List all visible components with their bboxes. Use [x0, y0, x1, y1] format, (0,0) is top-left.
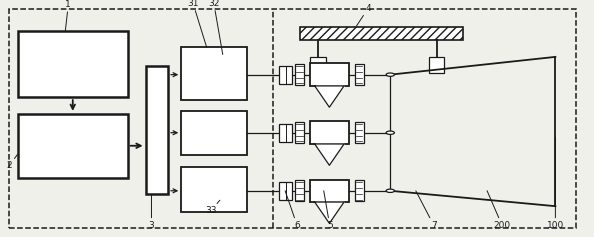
Bar	[300, 27, 463, 40]
Text: 33: 33	[205, 200, 220, 215]
Polygon shape	[315, 86, 344, 107]
Bar	[355, 64, 364, 85]
Bar	[310, 180, 349, 202]
Text: 7: 7	[416, 191, 437, 229]
Circle shape	[386, 189, 394, 192]
Bar	[429, 57, 444, 73]
Circle shape	[386, 73, 394, 76]
Bar	[295, 180, 304, 201]
Bar	[18, 114, 128, 178]
Bar	[181, 111, 247, 155]
Bar	[355, 122, 364, 143]
Bar	[181, 47, 247, 100]
Text: 6: 6	[285, 191, 300, 229]
Bar	[310, 64, 349, 86]
Text: 31: 31	[187, 0, 207, 47]
Text: 100: 100	[546, 137, 564, 229]
Text: 32: 32	[208, 0, 223, 55]
Polygon shape	[315, 144, 344, 165]
Text: 4: 4	[356, 4, 371, 26]
Text: 200: 200	[487, 191, 510, 229]
Bar	[279, 66, 292, 84]
Text: 2: 2	[6, 154, 18, 170]
Text: 1: 1	[65, 0, 71, 31]
Bar	[355, 180, 364, 201]
Bar	[279, 124, 292, 141]
Polygon shape	[315, 202, 344, 223]
Bar	[18, 31, 128, 97]
Bar	[310, 121, 349, 144]
Bar	[310, 57, 326, 73]
Bar	[295, 122, 304, 143]
Circle shape	[386, 131, 394, 134]
Bar	[279, 182, 292, 200]
Text: 3: 3	[148, 194, 154, 229]
Bar	[181, 167, 247, 212]
Bar	[146, 66, 168, 194]
Text: 5: 5	[324, 191, 333, 229]
Bar	[295, 64, 304, 85]
